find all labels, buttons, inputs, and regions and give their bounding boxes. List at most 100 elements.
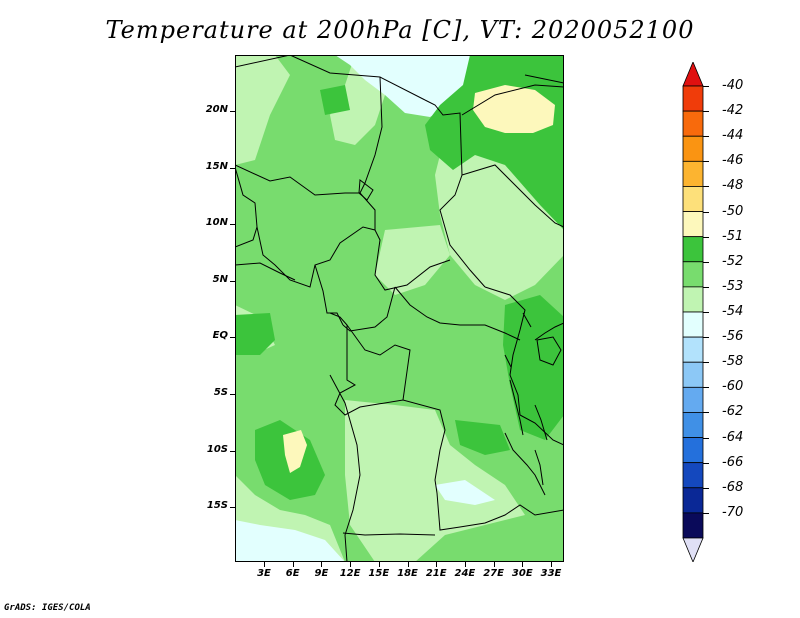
- colorbar-swatch: [682, 236, 704, 263]
- border-line: [346, 324, 411, 401]
- border-line: [534, 404, 548, 441]
- latitude-tick-label: 5N: [212, 273, 228, 285]
- colorbar-swatch: [682, 512, 704, 539]
- latitude-tick: [230, 167, 235, 169]
- latitude-tick-label: EQ: [212, 330, 228, 342]
- longitude-tick-label: 27E: [483, 568, 504, 579]
- border-line: [484, 286, 526, 416]
- colorbar-tick-label: -40: [722, 78, 744, 93]
- lake-kivu: [504, 354, 512, 368]
- border-line: [235, 164, 360, 196]
- colorbar-tick-label: -48: [722, 178, 744, 194]
- colorbar-tick: [703, 186, 709, 188]
- longitude-tick: [292, 562, 294, 567]
- colorbar-tick: [703, 512, 709, 514]
- colorbar-tick-label: -51: [722, 228, 744, 244]
- colorbar-swatch: [682, 311, 704, 338]
- colorbar-swatch: [682, 412, 704, 438]
- colorbar: [682, 62, 704, 562]
- latitude-tick: [230, 224, 235, 226]
- field-minus-51-ocean: [283, 430, 307, 473]
- field-minus-56-south-west: [235, 520, 345, 562]
- colorbar-tick: [703, 236, 709, 238]
- colorbar-tick: [703, 312, 709, 313]
- colorbar-tick: [703, 337, 709, 339]
- latitude-tick: [230, 111, 235, 112]
- colorbar-tick: [703, 261, 709, 263]
- map-plot-area: [235, 55, 564, 562]
- colorbar-tick-label: -54: [722, 304, 744, 319]
- longitude-tick-label: 24E: [454, 568, 476, 579]
- longitude-tick: [522, 562, 524, 567]
- longitude-tick: [321, 562, 323, 567]
- colorbar-tick: [703, 161, 709, 163]
- lake-albert: [522, 312, 532, 328]
- longitude-tick: [551, 562, 552, 567]
- longitude-tick-label: 21E: [425, 568, 447, 579]
- colorbar-tick: [703, 86, 709, 87]
- longitude-tick-label: 33E: [540, 568, 562, 579]
- latitude-tick-label: 15N: [205, 160, 228, 172]
- field-minus-52-west-patch: [235, 313, 275, 355]
- colorbar-tick: [703, 487, 709, 489]
- border-line: [342, 286, 396, 332]
- border-line: [359, 76, 383, 230]
- colorbar-swatch: [682, 211, 704, 238]
- longitude-tick: [464, 562, 466, 567]
- colorbar-tick: [703, 211, 709, 213]
- lake-victoria: [536, 336, 562, 366]
- border-line: [256, 226, 376, 288]
- border-line: [374, 229, 451, 291]
- latitude-tick: [230, 394, 235, 395]
- border-line: [436, 492, 564, 531]
- footer-credit: GrADS: IGES/COLA: [4, 603, 91, 613]
- longitude-tick-label: 15E: [368, 568, 390, 579]
- longitude-tick-label: 6E: [285, 568, 300, 579]
- country-borders: [235, 55, 564, 562]
- lake-chad: [358, 179, 374, 201]
- colorbar-tick: [703, 111, 709, 113]
- colorbar-tick-label: -53: [722, 278, 744, 294]
- colorbar-swatch: [682, 261, 704, 288]
- border-line: [289, 55, 426, 101]
- longitude-tick-label: 30E: [511, 568, 533, 579]
- border-line: [235, 166, 258, 248]
- latitude-tick: [230, 450, 235, 452]
- lake-malawi: [534, 449, 544, 486]
- latitude-tick: [230, 280, 235, 282]
- longitude-tick: [493, 562, 495, 567]
- colorbar-tick: [703, 136, 709, 138]
- colorbar-tick-label: -50: [722, 203, 744, 219]
- colorbar-bottom-arrow: [682, 537, 704, 562]
- border-line: [534, 322, 564, 341]
- colorbar-tick: [703, 362, 709, 364]
- colorbar-swatch: [682, 160, 704, 187]
- longitude-tick: [350, 562, 352, 567]
- colorbar-tick-label: -70: [722, 504, 744, 520]
- lake-tanganyika: [509, 379, 524, 436]
- colorbar-tick-label: -52: [722, 253, 744, 269]
- colorbar-tick-label: -58: [722, 354, 744, 370]
- latitude-tick: [230, 507, 235, 509]
- field-minus-56-south-center: [435, 480, 495, 505]
- map-title: Temperature at 200hPa [C], VT: 202005210…: [105, 16, 695, 44]
- border-line: [329, 312, 446, 494]
- colorbar-tick-label: -68: [722, 479, 744, 495]
- border-line: [235, 55, 291, 68]
- colorbar-swatch: [682, 286, 704, 313]
- colorbar-tick: [703, 462, 709, 464]
- colorbar-swatch: [682, 336, 704, 363]
- colorbar-tick-label: -42: [722, 103, 744, 119]
- colorbar-tick: [703, 412, 709, 414]
- colorbar-tick-label: -60: [722, 379, 744, 395]
- colorbar-tick-label: -62: [722, 404, 744, 420]
- border-line: [342, 532, 436, 536]
- longitude-tick: [264, 562, 265, 567]
- field-minus-52-north-patch: [320, 85, 350, 115]
- field-minus-51-north-east: [473, 85, 555, 133]
- field-minus-54-center: [375, 225, 450, 295]
- border-line: [504, 432, 546, 496]
- colorbar-swatch: [682, 186, 704, 212]
- longitude-tick-label: 18E: [397, 568, 418, 579]
- latitude-tick-label: 5S: [213, 387, 228, 398]
